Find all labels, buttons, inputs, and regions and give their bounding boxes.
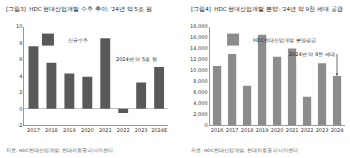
svg-text:0: 0 bbox=[19, 106, 22, 112]
svg-text:10: 10 bbox=[16, 23, 22, 29]
svg-text:16,000: 16,000 bbox=[190, 34, 208, 40]
svg-text:HDC현대산업개발 분양공급: HDC현대산업개발 분양공급 bbox=[253, 37, 316, 43]
svg-text:2: 2 bbox=[19, 89, 22, 95]
svg-text:2019: 2019 bbox=[63, 127, 76, 133]
svg-text:2024년 약 5조 원: 2024년 약 5조 원 bbox=[116, 56, 157, 62]
svg-text:2024E: 2024E bbox=[151, 127, 167, 133]
svg-text:4: 4 bbox=[19, 73, 22, 79]
svg-text:2017: 2017 bbox=[226, 127, 239, 133]
svg-text:2018: 2018 bbox=[45, 127, 58, 133]
svg-text:2021: 2021 bbox=[99, 127, 112, 133]
svg-text:2024년 약 9천 세대: 2024년 약 9천 세대 bbox=[289, 51, 335, 57]
svg-text:18,000: 18,000 bbox=[190, 23, 208, 29]
svg-text:2024: 2024 bbox=[331, 127, 344, 133]
svg-text:2016: 2016 bbox=[211, 127, 224, 133]
svg-text:2018: 2018 bbox=[241, 127, 254, 133]
svg-text:2023: 2023 bbox=[316, 127, 329, 133]
svg-text:2022: 2022 bbox=[117, 127, 130, 133]
svg-text:2019: 2019 bbox=[256, 127, 269, 133]
svg-text:6: 6 bbox=[19, 56, 22, 62]
svg-text:-2: -2 bbox=[17, 122, 22, 128]
svg-text:2020: 2020 bbox=[271, 127, 284, 133]
svg-text:2,000: 2,000 bbox=[193, 111, 207, 117]
svg-text:자료: HDC현대산업개발, 현대차증권 리서치센터: 자료: HDC현대산업개발, 현대차증권 리서치센터 bbox=[191, 148, 298, 153]
svg-text:[그림4] HDC 현대산업개발 분양: '24년 약 9: [그림4] HDC 현대산업개발 분양: '24년 약 9천 세대 공급 bbox=[191, 6, 343, 12]
svg-text:자료: HDC현대산업개발, 현대차증권 리서치센터: 자료: HDC현대산업개발, 현대차증권 리서치센터 bbox=[6, 148, 113, 153]
svg-text:2023: 2023 bbox=[135, 127, 148, 133]
svg-text:0: 0 bbox=[204, 122, 207, 128]
svg-text:6,000: 6,000 bbox=[193, 89, 207, 95]
svg-text:8: 8 bbox=[19, 40, 22, 46]
svg-text:신규수주: 신규수주 bbox=[68, 37, 88, 43]
svg-text:2021: 2021 bbox=[286, 127, 299, 133]
svg-text:[그림3] HDC 현대산업개발 수주 추이: '24년: [그림3] HDC 현대산업개발 수주 추이: '24년 약 5조 원 bbox=[6, 6, 152, 12]
svg-text:10,000: 10,000 bbox=[190, 67, 208, 73]
svg-text:14,000: 14,000 bbox=[190, 45, 208, 51]
svg-text:2020: 2020 bbox=[81, 127, 94, 133]
svg-text:4,000: 4,000 bbox=[193, 100, 207, 106]
svg-text:8,000: 8,000 bbox=[193, 78, 207, 84]
svg-text:12,000: 12,000 bbox=[190, 56, 208, 62]
svg-text:2022: 2022 bbox=[301, 127, 314, 133]
svg-text:2017: 2017 bbox=[27, 127, 40, 133]
